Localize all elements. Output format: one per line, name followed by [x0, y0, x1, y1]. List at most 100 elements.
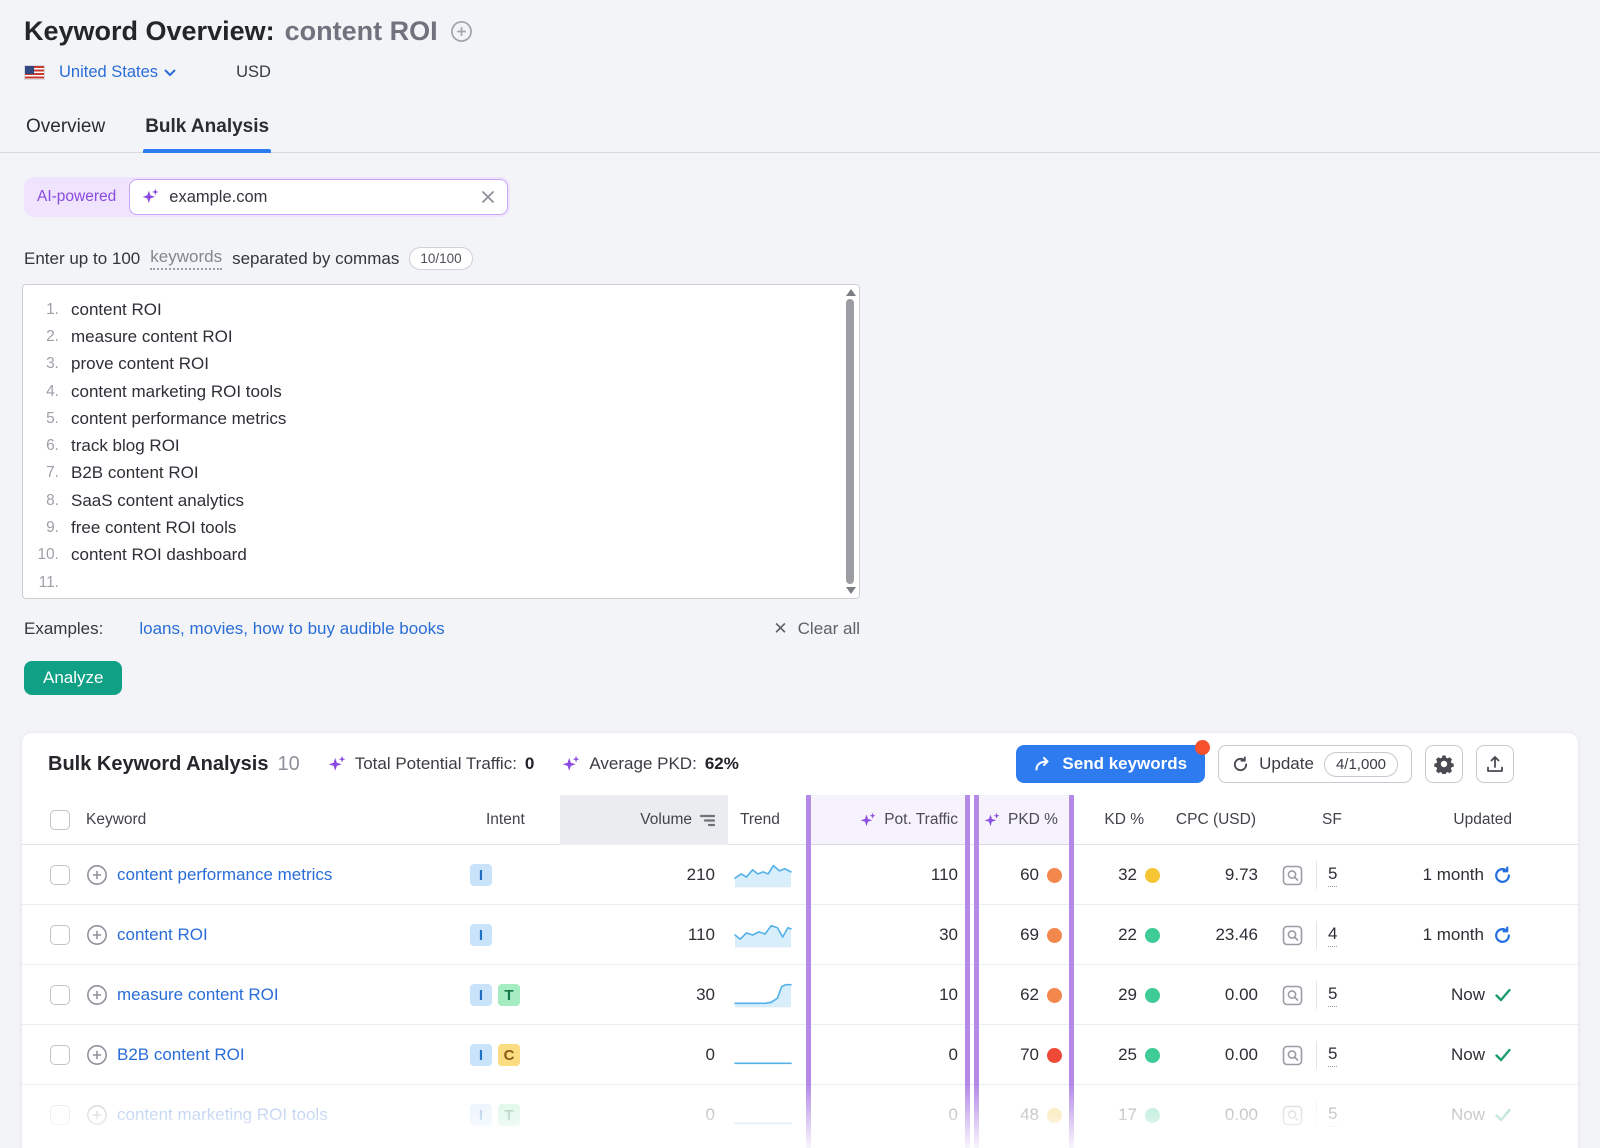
serp-magnifier-icon — [1282, 985, 1303, 1005]
serp-preview-button[interactable] — [1282, 1025, 1306, 1085]
serp-preview-button[interactable] — [1282, 1085, 1306, 1145]
line-number: 11. — [38, 573, 59, 591]
row-checkbox[interactable] — [50, 905, 72, 965]
keyword-link[interactable]: B2B content ROI — [117, 1045, 245, 1064]
line-number: 10. — [37, 546, 59, 564]
sf-value[interactable]: 5 — [1328, 1104, 1338, 1127]
scroll-down-arrow[interactable] — [846, 587, 856, 594]
line-number: 8. — [46, 491, 59, 509]
update-button[interactable]: Update 4/1,000 — [1218, 745, 1412, 783]
add-keyword-icon[interactable] — [450, 20, 473, 43]
add-to-list-icon[interactable] — [86, 1104, 108, 1126]
serp-magnifier-icon — [1282, 1045, 1303, 1065]
keywords-textarea[interactable]: 1. content ROI 2. measure content ROI 3. prov… — [22, 284, 860, 599]
intent-badge-T: T — [498, 984, 520, 1006]
keywords-term[interactable]: keywords — [150, 247, 223, 270]
average-pkd-label: Average PKD: — [589, 754, 697, 773]
gear-icon — [1434, 755, 1454, 774]
scroll-up-arrow[interactable] — [846, 289, 856, 296]
table-body: content performance metrics I 210 110 60… — [22, 845, 1578, 1145]
domain-input-value[interactable]: example.com — [169, 187, 268, 206]
textarea-scrollbar[interactable] — [844, 287, 857, 596]
line-number: 3. — [46, 355, 59, 373]
pkd-value: 60 — [1020, 865, 1039, 884]
header-pkd-label: PKD % — [1008, 811, 1058, 828]
header-trend[interactable]: Trend — [740, 811, 780, 828]
refresh-metrics-icon[interactable] — [1493, 865, 1512, 885]
header-intent[interactable]: Intent — [486, 811, 525, 828]
instruction-prefix: Enter up to 100 — [24, 248, 141, 268]
scrollbar-thumb[interactable] — [846, 299, 854, 584]
serp-preview-button[interactable] — [1282, 845, 1306, 905]
keyword-entry: SaaS content analytics — [71, 490, 244, 510]
sf-value[interactable]: 5 — [1328, 864, 1338, 887]
sparkles-icon — [860, 812, 877, 829]
column-divider — [1316, 981, 1317, 1009]
update-label: Update — [1259, 754, 1314, 773]
sf-value[interactable]: 4 — [1328, 924, 1338, 947]
add-to-list-icon[interactable] — [86, 864, 108, 886]
clear-domain-icon[interactable] — [481, 190, 495, 204]
header-updated[interactable]: Updated — [1453, 811, 1512, 828]
pot-traffic-value: 30 — [939, 925, 958, 944]
serp-preview-button[interactable] — [1282, 965, 1306, 1025]
location-selector[interactable]: United States — [24, 63, 176, 82]
average-pkd: Average PKD: 62% — [562, 754, 739, 774]
keyword-link[interactable]: content ROI — [117, 925, 208, 944]
domain-input[interactable]: example.com — [129, 179, 508, 215]
keyword-link[interactable]: measure content ROI — [117, 985, 279, 1004]
serp-preview-button[interactable] — [1282, 905, 1306, 965]
header-pot-traffic[interactable]: Pot. Traffic — [814, 795, 958, 845]
row-checkbox[interactable] — [50, 965, 72, 1025]
line-number: 9. — [46, 519, 59, 537]
keyword-link[interactable]: content performance metrics — [117, 865, 333, 884]
line-number: 2. — [46, 327, 59, 345]
header-kd[interactable]: KD % — [1104, 811, 1144, 828]
kd-status-dot — [1145, 867, 1160, 883]
settings-button[interactable] — [1425, 745, 1463, 783]
keyword-link[interactable]: content marketing ROI tools — [117, 1105, 328, 1124]
keyword-entry: prove content ROI — [71, 354, 209, 374]
tab-overview[interactable]: Overview — [26, 116, 106, 137]
row-checkbox[interactable] — [50, 1085, 72, 1145]
line-number: 1. — [46, 300, 59, 318]
export-button[interactable] — [1476, 745, 1514, 783]
add-to-list-icon[interactable] — [86, 984, 108, 1006]
refresh-metrics-icon[interactable] — [1493, 925, 1512, 945]
updated-value: 1 month — [1422, 865, 1484, 884]
header-pkd[interactable]: PKD % — [984, 795, 1066, 845]
update-quota-badge: 4/1,000 — [1323, 751, 1398, 777]
header-sf[interactable]: SF — [1322, 811, 1342, 828]
cpc-value: 0.00 — [1224, 1045, 1258, 1064]
send-keywords-button[interactable]: Send keywords — [1016, 740, 1211, 783]
row-checkbox[interactable] — [50, 845, 72, 905]
select-all-checkbox[interactable] — [50, 795, 72, 845]
line-number: 4. — [46, 382, 59, 400]
table-row: content ROI I 110 30 69 22 23.46 4 1 mon… — [22, 905, 1578, 965]
header-volume[interactable]: Volume — [560, 795, 715, 845]
updated-value: Now — [1450, 1045, 1485, 1064]
sf-value[interactable]: 5 — [1328, 984, 1338, 1007]
examples-links[interactable]: loans, movies, how to buy audible books — [139, 619, 445, 638]
tab-bulk-analysis[interactable]: Bulk Analysis — [143, 108, 271, 153]
add-to-list-icon[interactable] — [86, 924, 108, 946]
keyword-entry: content marketing ROI tools — [71, 381, 282, 401]
add-to-list-icon[interactable] — [86, 1044, 108, 1066]
updated-value: Now — [1450, 985, 1485, 1004]
pkd-value: 69 — [1020, 925, 1039, 944]
clear-all-button[interactable]: ✕ Clear all — [773, 619, 860, 639]
total-potential-traffic-value: 0 — [524, 754, 535, 773]
intent-badge-C: C — [498, 1044, 520, 1066]
header-pot-traffic-label: Pot. Traffic — [884, 811, 958, 828]
row-checkbox[interactable] — [50, 1025, 72, 1085]
kd-value: 32 — [1118, 865, 1137, 884]
analyze-button[interactable]: Analyze — [24, 661, 123, 695]
header-cpc[interactable]: CPC (USD) — [1175, 811, 1256, 828]
pot-traffic-value: 10 — [939, 985, 958, 1004]
header-keyword[interactable]: Keyword — [86, 811, 147, 828]
sf-value[interactable]: 5 — [1328, 1044, 1338, 1067]
ai-powered-container: AI-powered example.com — [24, 177, 510, 217]
check-icon — [1495, 1048, 1511, 1062]
trend-sparkline — [734, 1025, 796, 1085]
